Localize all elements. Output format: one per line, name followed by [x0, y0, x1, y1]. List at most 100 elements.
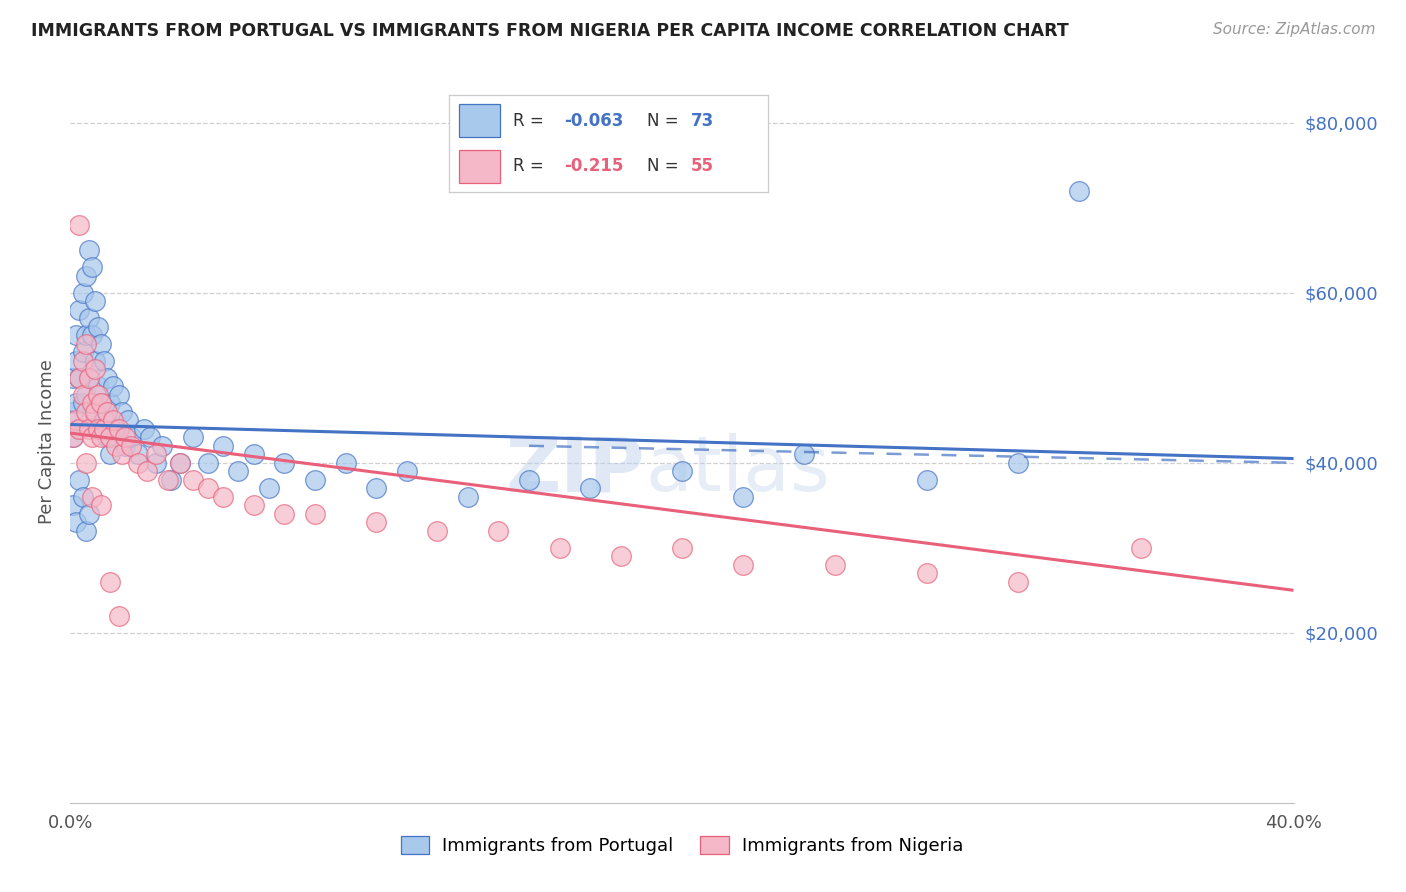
Point — [733, 558, 755, 572]
Point — [72, 353, 94, 368]
Point — [93, 413, 115, 427]
Point — [915, 473, 938, 487]
Point — [87, 422, 110, 436]
Point — [62, 405, 84, 419]
Point — [96, 430, 118, 444]
Point — [77, 507, 100, 521]
Point — [304, 507, 326, 521]
Point — [145, 447, 167, 461]
Point — [457, 490, 479, 504]
Point — [366, 481, 388, 495]
Point — [65, 413, 87, 427]
Point — [62, 430, 84, 444]
Point — [304, 473, 326, 487]
Point — [335, 456, 357, 470]
Point — [62, 498, 84, 512]
Point — [65, 396, 87, 410]
Text: Source: ZipAtlas.com: Source: ZipAtlas.com — [1212, 22, 1375, 37]
Point — [1129, 541, 1152, 555]
Point — [90, 498, 112, 512]
Point — [77, 422, 100, 436]
Point — [101, 379, 124, 393]
Point — [243, 447, 266, 461]
Point — [169, 456, 191, 470]
Point — [83, 413, 105, 427]
Point — [111, 405, 134, 419]
Point — [127, 456, 149, 470]
Point — [273, 456, 295, 470]
Point — [243, 498, 266, 512]
Point — [69, 371, 91, 385]
Point — [83, 362, 105, 376]
Y-axis label: Per Capita Income: Per Capita Income — [38, 359, 56, 524]
Point — [108, 422, 131, 436]
Point — [132, 422, 155, 436]
Point — [72, 396, 94, 410]
Point — [75, 268, 97, 283]
Point — [72, 345, 94, 359]
Point — [197, 481, 219, 495]
Point — [96, 371, 118, 385]
Text: IMMIGRANTS FROM PORTUGAL VS IMMIGRANTS FROM NIGERIA PER CAPITA INCOME CORRELATIO: IMMIGRANTS FROM PORTUGAL VS IMMIGRANTS F… — [31, 22, 1069, 40]
Point — [77, 371, 100, 385]
Point — [65, 328, 87, 343]
Point — [160, 473, 183, 487]
Point — [671, 541, 693, 555]
Point — [90, 396, 112, 410]
Point — [488, 524, 510, 538]
Point — [197, 456, 219, 470]
Point — [181, 473, 204, 487]
Point — [212, 439, 235, 453]
Point — [87, 388, 110, 402]
Point — [80, 260, 103, 275]
Point — [273, 507, 295, 521]
Point — [139, 430, 162, 444]
Point — [80, 328, 103, 343]
Point — [579, 481, 602, 495]
Point — [90, 396, 112, 410]
Point — [72, 388, 94, 402]
Point — [77, 244, 100, 258]
Point — [1007, 574, 1029, 589]
Point — [121, 430, 143, 444]
Point — [150, 439, 173, 453]
Point — [93, 422, 115, 436]
Point — [793, 447, 815, 461]
Point — [75, 388, 97, 402]
Point — [69, 473, 91, 487]
Text: atlas: atlas — [645, 434, 830, 508]
Point — [69, 302, 91, 317]
Point — [426, 524, 449, 538]
Point — [75, 405, 97, 419]
Point — [80, 430, 103, 444]
Point — [93, 353, 115, 368]
Point — [69, 371, 91, 385]
Point — [80, 396, 103, 410]
Point — [72, 285, 94, 300]
Point — [98, 447, 121, 461]
Point — [69, 422, 91, 436]
Point — [117, 413, 139, 427]
Point — [75, 456, 97, 470]
Point — [96, 405, 118, 419]
Point — [65, 516, 87, 530]
Point — [87, 379, 110, 393]
Point — [90, 336, 112, 351]
Point — [517, 473, 540, 487]
Point — [98, 430, 121, 444]
Point — [75, 336, 97, 351]
Point — [181, 430, 204, 444]
Point — [610, 549, 633, 564]
Point — [135, 464, 157, 478]
Point — [87, 319, 110, 334]
Point — [75, 328, 97, 343]
Point — [824, 558, 846, 572]
Point — [80, 490, 103, 504]
Point — [65, 353, 87, 368]
Point — [733, 490, 755, 504]
Point — [548, 541, 571, 555]
Point — [83, 294, 105, 309]
Point — [671, 464, 693, 478]
Point — [101, 413, 124, 427]
Point — [83, 405, 105, 419]
